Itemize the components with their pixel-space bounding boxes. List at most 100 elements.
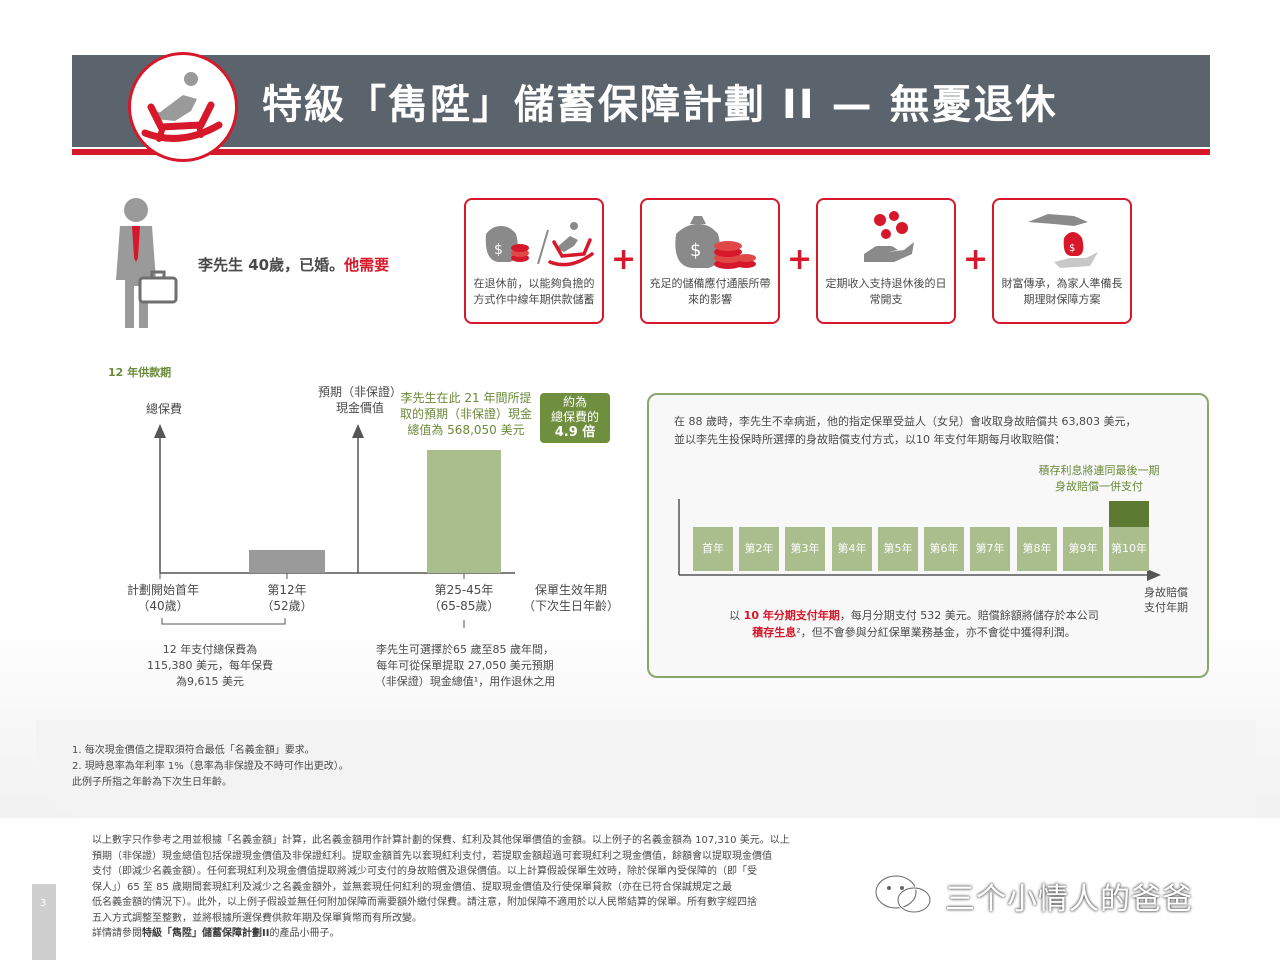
disclaimer-text: 的產品小冊子。 — [269, 928, 340, 939]
badge-multiple: 4.9 倍 — [554, 425, 596, 440]
value-note-line: 李先生在此 21 年間所提 — [400, 391, 532, 405]
plus-sign: + — [963, 242, 989, 277]
need-card-income: 定期收入支持退休後的日常開支 — [816, 198, 956, 324]
multiple-badge: 約為 總保費的 4.9 倍 — [540, 393, 610, 443]
need-text: 在退休前，以能夠負擔的方式作中線年期供款儲蓄 — [473, 277, 595, 306]
disclaimer-line: 支付（即減少名義金額）。任何套現紅利及現金價值提取將減少可支付的身故賠償及退保價… — [92, 866, 757, 877]
svg-text:$: $ — [1069, 243, 1075, 254]
contribution-period-title: 12 年供款期 — [108, 366, 172, 379]
cash-value-axis-label-line: 現金價值 — [336, 401, 385, 415]
page-number: 3 — [40, 898, 47, 909]
value-note-line: 總值為 568,050 美元 — [407, 423, 525, 437]
payment-highlight: 10 年分期支付年期 — [743, 609, 840, 622]
death-benefit-panel: 在 88 歲時，李先生不幸病逝，他的指定保單受益人（女兒）會收取身故賠償共 63… — [647, 393, 1209, 678]
disclaimer-line: 以上數字只作參考之用並根據「名義金額」計算，此名義金額用作計算計劃的保費、紅利及… — [92, 835, 790, 846]
disclaimer-line: 詳情請參閱特級「雋陞」儲蓄保障計劃II的產品小冊子。 — [92, 926, 950, 942]
cash-value-axis-label-line: 預期（非保證） — [318, 385, 403, 399]
payment-axis-arrow — [1147, 569, 1161, 581]
need-card-inflation: $ 充足的儲備應付通脹所帶來的影響 — [640, 198, 780, 324]
payment-year-box: 第6年 — [924, 527, 964, 571]
payment-axis — [678, 499, 1161, 581]
money-bag-coins-icon: $ — [675, 216, 756, 269]
premium-note-line: 為9,615 美元 — [176, 675, 244, 688]
payment-year-box: 第9年 — [1063, 527, 1103, 571]
header-red-rule — [72, 149, 1210, 155]
businessman-icon — [116, 198, 178, 328]
withdraw-note: 李先生可選擇於65 歲至85 歲年間， 每年可從保單提取 27,050 美元預期… — [362, 642, 568, 690]
watermark-text: 三个小情人的爸爸 — [945, 882, 1193, 917]
footnote: 1. 每次現金價值之提取須符合最低「名義金額」要求。 — [72, 745, 315, 756]
withdraw-note-line: 每年可從保單提取 27,050 美元預期 — [376, 659, 554, 672]
svg-text:$: $ — [494, 242, 503, 258]
payment-text: ²，但不會參與分紅保單業務基金，亦不會從中獲得利潤。 — [796, 626, 1076, 639]
wechat-icon — [874, 874, 932, 914]
disclaimer-line: 預期（非保證）現金總值包括保證現金價值及非保證紅利。提取金額首先以套現紅利支付，… — [92, 850, 772, 862]
axis-label-line: 身故賠償 — [1144, 586, 1188, 599]
cash-value-axis-label: 預期（非保證） 現金價值 — [318, 384, 402, 416]
person-description: 李先生 40歲，已婚。他需要 — [198, 254, 389, 275]
disclaimer-text: 詳情請參閱 — [92, 928, 142, 939]
plus-sign: + — [611, 242, 637, 277]
intro-line: 並以李先生投保時所選擇的身故賠償支付方式，以10 年支付年期每月收取賠償： — [674, 433, 1066, 446]
premium-note-line: 115,380 美元，每年保費 — [147, 659, 273, 672]
disclaimer-line: 保人」）65 至 85 歲期間套現紅利及減少之名義金額外，並無套現任何紅利的現金… — [92, 881, 732, 893]
footnote: 此例子所指之年齡為下次生日年齡。 — [72, 777, 232, 788]
footnotes: 1. 每次現金價值之提取須符合最低「名義金額」要求。 2. 現時息率為年利率 1… — [72, 743, 349, 791]
page-title: 特級「雋陞」儲蓄保障計劃 II — 無憂退休 — [262, 82, 1058, 128]
x-label-line: （52歲） — [261, 599, 313, 613]
cash-value-axis-arrow — [352, 424, 364, 438]
premium-note-line: 12 年支付總保費為 — [162, 643, 258, 656]
x-axis-title: 保單生效年期 （下次生日年齡） — [516, 582, 626, 614]
x-axis-title-line: 保單生效年期 — [534, 583, 607, 597]
withdrawal-diagram — [154, 424, 515, 628]
payment-year-box: 第4年 — [832, 527, 872, 571]
money-bag-rocking-chair-icon: $ — [485, 222, 594, 267]
x-label-line: 計劃開始首年 — [126, 583, 199, 597]
person-info: 李先生 40歲，已婚。 — [198, 256, 345, 274]
x-label-line: （40歲） — [137, 599, 189, 613]
page-tab — [32, 884, 56, 960]
product-name: 特級「雋陞」儲蓄保障計劃II — [142, 928, 270, 939]
disclaimer: 以上數字只作參考之用並根據「名義金額」計算，此名義金額用作計算計劃的保費、紅利及… — [92, 833, 950, 942]
value-note-line: 取的預期（非保證）現金 — [399, 407, 532, 421]
need-text: 充足的儲備應付通脹所帶來的影響 — [649, 277, 771, 306]
header-bar — [72, 55, 1210, 147]
footnote: 2. 現時息率為年利率 1%（息率為非保證及不時可作出更改）。 — [72, 761, 349, 772]
payment-text: ，每月分期支付 532 美元。賠償餘額將儲存於本公司 — [839, 609, 1099, 622]
value-note: 李先生在此 21 年間所提 取的預期（非保證）現金 總值為 568,050 美元 — [398, 390, 534, 438]
payment-axis-label: 身故賠償 支付年期 — [1144, 585, 1188, 615]
plus-sign: + — [787, 242, 813, 277]
withdraw-note-line: （非保證）現金總值¹，用作退休之用 — [374, 675, 556, 688]
x-label-year25-45: 第25-45年 （65-85歲） — [424, 582, 504, 614]
payment-highlight: 積存生息 — [752, 626, 797, 639]
final-interest-box — [1109, 501, 1149, 527]
payment-description: 以 10 年分期支付年期，每月分期支付 532 美元。賠償餘額將儲存於本公司積存… — [689, 607, 1139, 641]
payment-text: 以 — [729, 609, 744, 622]
rocking-chair-icon — [128, 52, 238, 162]
x-label-start: 計劃開始首年 （40歲） — [118, 582, 208, 614]
note-line: 身故賠償一併支付 — [1055, 480, 1143, 493]
premium-bar — [249, 550, 325, 573]
disclaimer-line: 五入方式調整至整數，並將根據所選保費供款年期及保單貨幣而有所改變。 — [92, 912, 422, 924]
hands-money-bag-icon: $ — [1028, 214, 1098, 268]
withdraw-note-line: 李先生可選擇於65 歲至85 歲年間， — [376, 643, 554, 656]
badge-line: 約為 — [562, 395, 587, 409]
payment-year-box: 第5年 — [878, 527, 918, 571]
need-text: 定期收入支持退休後的日常開支 — [825, 277, 947, 306]
premium-axis-label: 總保費 — [146, 402, 183, 416]
page-lower-area — [0, 818, 1280, 960]
payment-year-box: 第7年 — [970, 527, 1010, 571]
x-label-year12: 第12年 （52歲） — [252, 582, 322, 614]
needs-label: 他需要 — [344, 256, 390, 274]
payment-year-box: 首年 — [693, 527, 733, 571]
premium-note: 12 年支付總保費為 115,380 美元，每年保費 為9,615 美元 — [140, 642, 280, 690]
payment-year-box: 第10年 — [1109, 527, 1149, 571]
payment-year-box: 第3年 — [785, 527, 825, 571]
accumulated-interest-note: 積存利息將連同最後一期 身故賠償一併支付 — [1004, 463, 1194, 495]
payment-year-box: 第8年 — [1017, 527, 1057, 571]
death-benefit-intro: 在 88 歲時，李先生不幸病逝，他的指定保單受益人（女兒）會收取身故賠償共 63… — [674, 413, 1194, 449]
premium-bracket — [161, 618, 286, 625]
need-card-savings: $ 在退休前，以能夠負擔的方式作中線年期供款儲蓄 — [464, 198, 604, 324]
payment-year-box: 第2年 — [739, 527, 779, 571]
